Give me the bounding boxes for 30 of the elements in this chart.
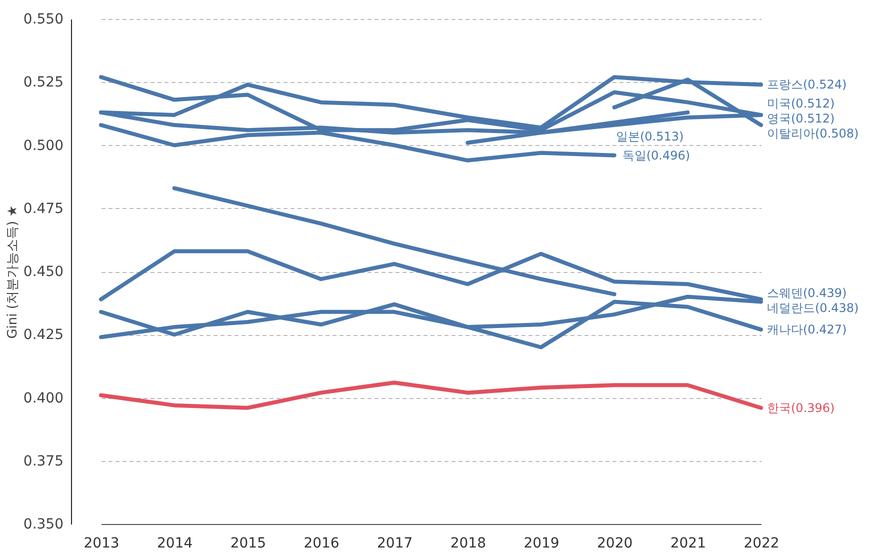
series-label: 한국(0.396) <box>767 400 835 415</box>
y-tick-label: 0.525 <box>23 74 64 91</box>
series-label: 프랑스(0.524) <box>767 78 847 92</box>
y-tick-label: 0.550 <box>23 12 64 28</box>
x-tick-label: 2018 <box>450 536 486 552</box>
series-label: 미국(0.512) <box>767 96 835 110</box>
y-tick-label: 0.400 <box>23 390 64 406</box>
series-label: 캐나다(0.427) <box>767 322 847 337</box>
series-label: 독일(0.496) <box>622 148 690 162</box>
y-axis-title: Gini (처분가능소득) ★ <box>5 205 20 339</box>
x-tick-label: 2020 <box>597 536 633 552</box>
y-tick-label: 0.450 <box>23 264 64 280</box>
x-tick-label: 2014 <box>157 536 193 552</box>
x-tick-label: 2015 <box>230 536 266 552</box>
x-tick-label: 2016 <box>304 536 340 552</box>
series-label: 영국(0.512) <box>767 111 835 126</box>
y-tick-label: 0.375 <box>23 453 64 470</box>
x-tick-label: 2021 <box>670 536 706 552</box>
x-tick-label: 2022 <box>744 536 780 552</box>
y-tick-label: 0.425 <box>23 327 64 344</box>
y-tick-label: 0.350 <box>23 516 64 532</box>
series-label: 이탈리아(0.508) <box>767 126 859 140</box>
series-label: 일본(0.513) <box>616 129 684 144</box>
y-tick-label: 0.475 <box>23 200 64 217</box>
x-tick-label: 2013 <box>84 536 120 552</box>
series-label: 네덜란드(0.438) <box>767 301 859 316</box>
y-tick-label: 0.500 <box>23 138 64 154</box>
x-tick-label: 2019 <box>524 536 560 552</box>
series-label: 스웨덴(0.439) <box>767 286 847 300</box>
x-tick-label: 2017 <box>377 536 413 552</box>
